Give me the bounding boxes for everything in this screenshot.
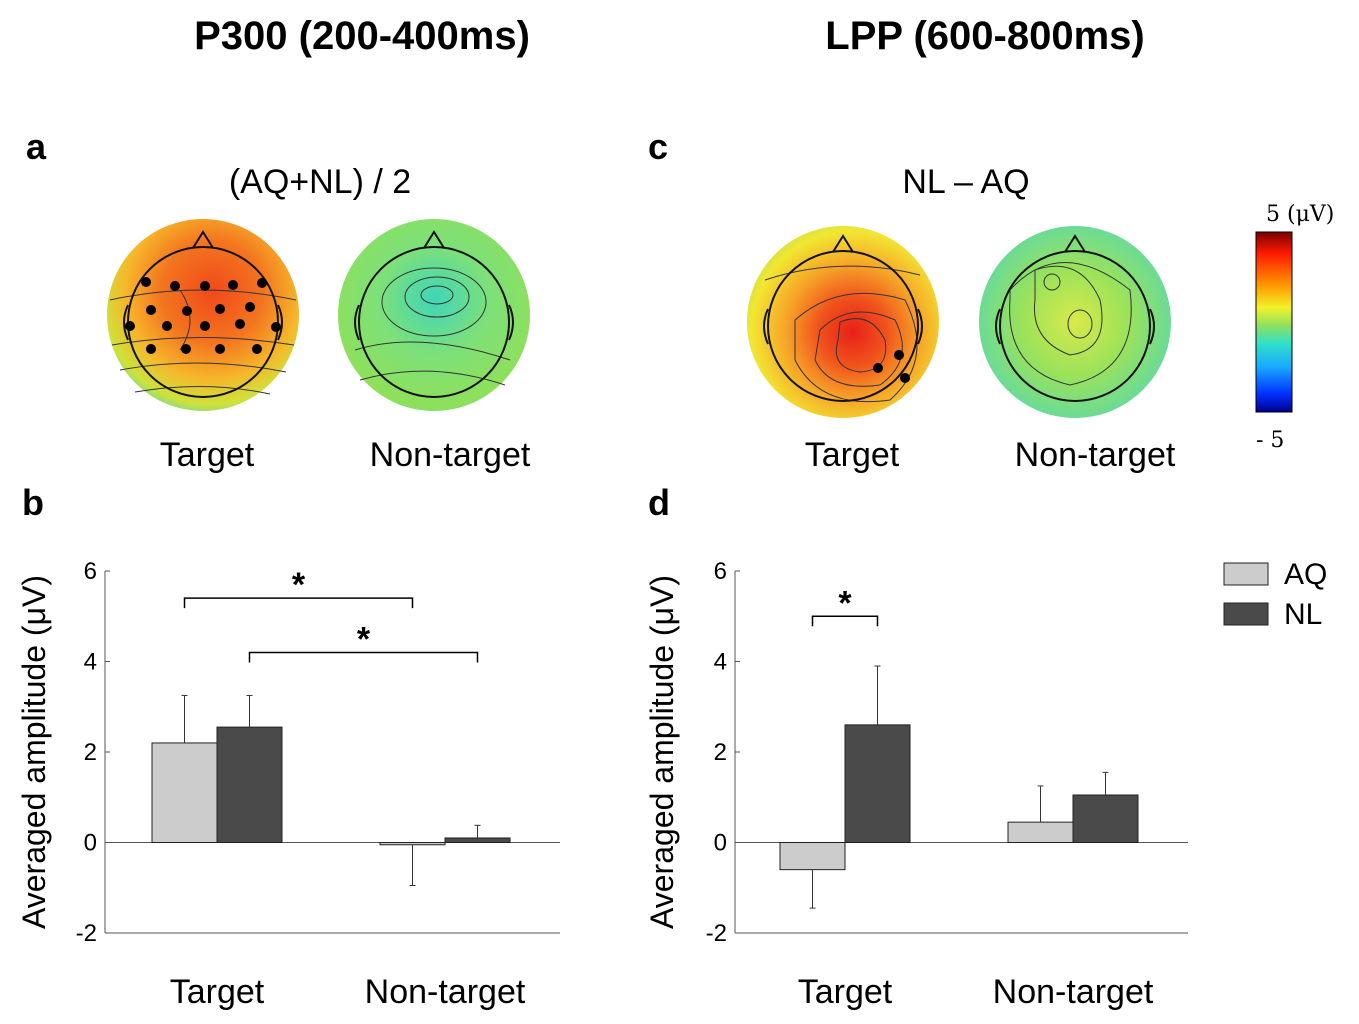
topomap-a-target [107, 219, 299, 411]
y-tick-label: 2 [84, 739, 97, 766]
bar-aq-nontarget [1007, 821, 1074, 844]
panel-c-map-label-target: Target [804, 436, 900, 474]
y-tick-label: -2 [706, 920, 727, 947]
chart-panel-b: -2 0 2 4 6 Averaged amplitude (μV) Target Non-t… [16, 558, 560, 1011]
y-axis-label: Averaged amplitude (μV) [644, 575, 680, 929]
topomap-c-target [747, 226, 939, 418]
y-tick-label: 0 [84, 830, 97, 857]
legend-swatch-nl [1223, 602, 1269, 626]
significance-bracket [811, 615, 879, 627]
y-tick-label: 0 [714, 830, 727, 857]
y-tick-label: -2 [76, 920, 97, 947]
lpp-column-title: LPP (600-800ms) [825, 14, 1145, 58]
panel-a-map-label-nontarget: Non-target [369, 436, 531, 474]
y-axis-label: Averaged amplitude (μV) [16, 575, 52, 929]
category-label: Non-target [365, 973, 526, 1011]
category-label: Target [798, 973, 893, 1011]
y-tick-label: 4 [84, 649, 97, 676]
bar-nl-target [216, 726, 283, 843]
p300-column-title: P300 (200-400ms) [194, 14, 530, 58]
significance-star: * [357, 620, 371, 658]
significance-star: * [292, 566, 306, 604]
topomaps [107, 219, 1293, 418]
legend-swatch-aq [1223, 562, 1269, 586]
colorbar-max-label: 5 (μV) [1266, 202, 1335, 227]
legend-label-aq: AQ [1284, 558, 1327, 591]
y-tick-label: 2 [714, 739, 727, 766]
significance-bracket [248, 651, 479, 663]
panel-c-title: NL – AQ [902, 163, 1030, 201]
colorbar [1255, 231, 1293, 413]
legend: AQ NL [1223, 558, 1327, 631]
y-tick-label: 6 [714, 558, 727, 585]
panel-a-title: (AQ+NL) / 2 [228, 163, 412, 201]
panel-letter-b: b [22, 482, 44, 523]
topomap-c-nontarget [979, 226, 1171, 418]
panel-letter-d: d [648, 482, 670, 523]
panel-letter-a: a [26, 126, 47, 167]
bar-nl-target [844, 724, 911, 843]
bar-aq-target [779, 842, 846, 871]
significance-star: * [838, 584, 852, 622]
chart-panel-d: -2 0 2 4 6 Averaged amplitude (μV) Target Non-t… [644, 558, 1188, 1011]
topomap-a-nontarget [338, 219, 530, 411]
legend-label-nl: NL [1284, 598, 1322, 631]
category-label: Non-target [993, 973, 1154, 1011]
significance-bracket [183, 597, 414, 609]
bar-nl-nontarget [1072, 794, 1139, 843]
bar-aq-target [151, 742, 218, 844]
panel-c-map-label-nontarget: Non-target [1014, 436, 1176, 474]
panel-letter-c: c [648, 126, 669, 167]
y-tick-label: 4 [714, 649, 727, 676]
bar-aq-nontarget [379, 842, 446, 846]
y-tick-label: 6 [84, 558, 97, 585]
bar-nl-nontarget [444, 837, 511, 843]
panel-a-map-label-target: Target [159, 436, 255, 474]
colorbar-min-label: - 5 [1256, 428, 1285, 453]
category-label: Target [170, 973, 265, 1011]
